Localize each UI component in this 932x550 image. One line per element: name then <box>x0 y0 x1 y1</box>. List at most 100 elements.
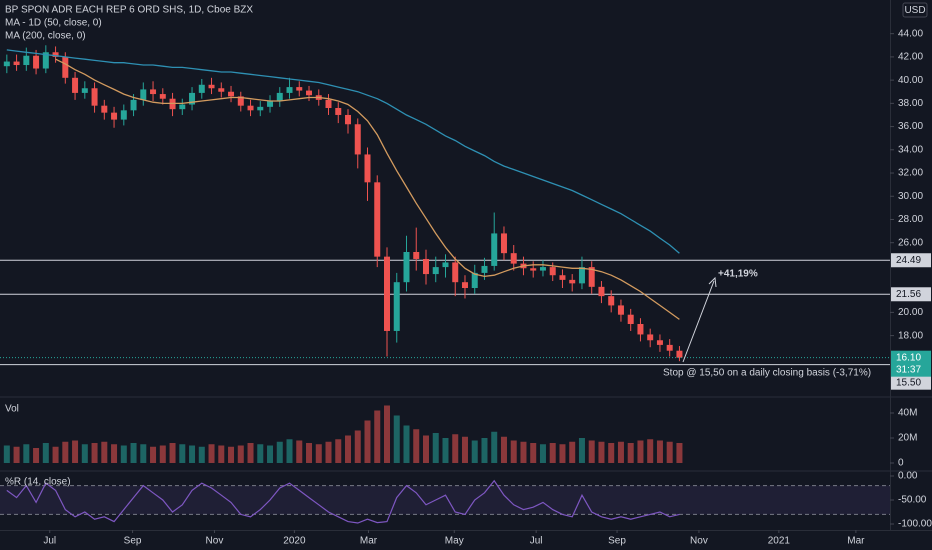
candle-body <box>530 268 537 271</box>
candle-body <box>62 56 69 78</box>
x-tick-label: Nov <box>206 536 224 547</box>
candle-body <box>608 296 615 306</box>
volume-bar <box>101 441 108 463</box>
volume-bar <box>33 448 40 463</box>
candle-body <box>120 110 127 120</box>
x-tick-label: Sep <box>608 536 626 547</box>
candle-body <box>569 279 576 284</box>
volume-bar <box>510 440 517 463</box>
level-label-box <box>891 375 931 390</box>
candle-body <box>374 182 381 257</box>
x-tick-label: Mar <box>360 536 378 547</box>
volume-bar <box>637 440 644 463</box>
volume-bar <box>62 441 69 463</box>
x-tick-label: 2021 <box>768 536 791 547</box>
y-tick-label: 32.00 <box>898 168 923 179</box>
volume-bar <box>364 420 371 463</box>
candle-body <box>189 92 196 105</box>
candle-body <box>559 275 566 280</box>
candle-body <box>42 52 49 69</box>
candle-body <box>393 282 400 331</box>
volume-bar <box>267 445 274 463</box>
moving-average <box>55 58 680 320</box>
level-label-box <box>891 287 931 302</box>
volume-bar <box>500 436 507 463</box>
volume-bar <box>218 445 225 463</box>
volume-bar <box>413 429 420 463</box>
volume-bar <box>374 410 381 463</box>
countdown: 31:37 <box>896 364 921 375</box>
y-tick-label: 0 <box>898 458 904 469</box>
candle-body <box>335 108 342 115</box>
candle-body <box>413 252 420 259</box>
volume-bar <box>530 443 537 463</box>
y-tick-label: 26.00 <box>898 237 923 248</box>
level-label: 21.56 <box>896 289 921 300</box>
volume-bar <box>72 440 79 463</box>
volume-bar <box>237 445 244 463</box>
volume-bar <box>150 446 157 463</box>
candle-body <box>549 267 556 276</box>
candle-body <box>111 112 118 120</box>
level-label-box <box>891 253 931 268</box>
volume-bar <box>23 444 30 463</box>
candle-body <box>286 87 293 93</box>
candle-body <box>325 99 332 108</box>
volume-bar <box>627 443 634 463</box>
volume-bar <box>422 435 429 463</box>
level-band <box>0 485 890 515</box>
candle-body <box>306 90 313 96</box>
candle-body <box>666 344 673 351</box>
volume-bar <box>228 446 235 463</box>
y-tick-label: 30.00 <box>898 191 923 202</box>
currency-box[interactable] <box>902 2 928 18</box>
candle-body <box>617 305 624 315</box>
y-tick-label: 18.00 <box>898 330 923 341</box>
candle-body <box>198 84 205 93</box>
pane-title: %R (14, close) <box>5 477 71 488</box>
williams-r-line <box>6 479 680 524</box>
volume-bar <box>52 446 59 463</box>
volume-bar <box>481 438 488 463</box>
volume-bar <box>432 433 439 463</box>
candle-body <box>130 99 137 111</box>
candle-body <box>364 154 371 183</box>
volume-bar <box>491 431 498 463</box>
y-tick-label: 42.00 <box>898 52 923 63</box>
volume-bar <box>656 440 663 463</box>
candle-body <box>422 258 429 275</box>
x-tick-label: Jul <box>530 536 543 547</box>
volume-bar <box>676 443 683 463</box>
candle-body <box>33 55 40 69</box>
candle-body <box>13 61 20 66</box>
pane-title: Vol <box>5 404 19 415</box>
candle-body <box>578 267 585 284</box>
volume-bar <box>442 438 449 463</box>
y-tick-label: -100.00 <box>898 519 932 530</box>
volume-bar <box>286 439 293 463</box>
volume-bar <box>169 443 176 463</box>
volume-bar <box>276 441 283 463</box>
candle-body <box>150 89 157 95</box>
volume-bar <box>354 430 361 463</box>
candle-body <box>179 104 186 110</box>
volume-bar <box>608 443 615 463</box>
candle-body <box>598 286 605 297</box>
candle-body <box>267 101 274 107</box>
candle-body <box>208 84 215 89</box>
volume-bar <box>335 439 342 463</box>
candle-body <box>510 253 517 264</box>
volume-bar <box>198 446 205 463</box>
y-tick-label: 20M <box>898 433 917 444</box>
x-tick-label: Sep <box>124 536 142 547</box>
currency[interactable]: USD <box>904 5 925 16</box>
candle-body <box>403 252 410 283</box>
volume-bar <box>539 444 546 463</box>
candle-body <box>52 52 59 57</box>
last-price-box <box>891 350 931 377</box>
candle-body <box>442 262 449 268</box>
volume-bar <box>306 443 313 463</box>
volume-bar <box>257 444 264 463</box>
